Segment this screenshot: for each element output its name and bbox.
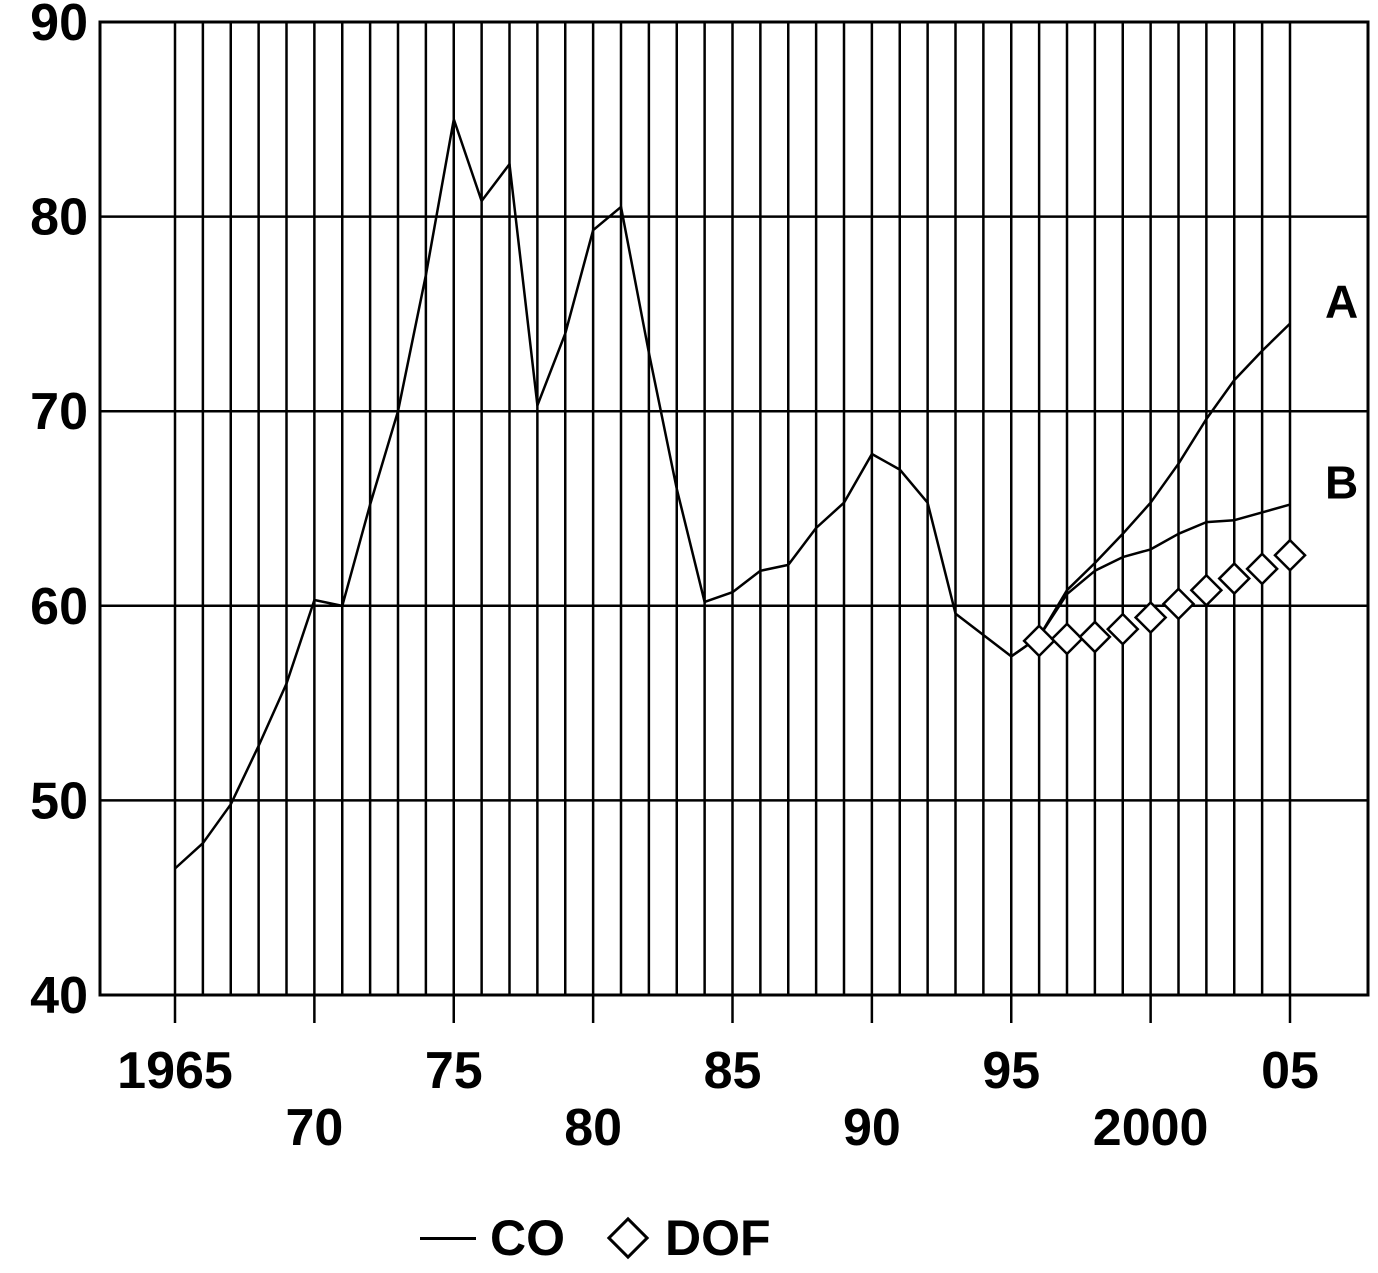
y-tick-label: 80 xyxy=(30,189,88,247)
x-tick-label: 80 xyxy=(564,1099,622,1157)
x-tick-label: 2000 xyxy=(1093,1099,1209,1157)
dof-diamond-marker xyxy=(1133,600,1168,635)
y-tick-label: 70 xyxy=(30,383,88,441)
series-label-b: B xyxy=(1325,457,1358,509)
dof-diamond-marker xyxy=(1245,552,1279,586)
series-line-a xyxy=(1010,322,1291,658)
x-tick-label: 05 xyxy=(1261,1042,1319,1100)
y-tick-label: 50 xyxy=(30,772,88,830)
dof-diamond-marker xyxy=(1078,620,1112,654)
series-end-labels: AB xyxy=(1325,276,1358,509)
plot-area-frame xyxy=(98,20,1370,997)
dof-diamond-marker xyxy=(1022,624,1056,658)
series-lines xyxy=(174,118,1291,870)
dof-diamond-marker xyxy=(1050,622,1084,656)
legend-co-line-swatch xyxy=(420,1236,476,1240)
y-axis-tick-labels: 40 50 60 70 80 90 xyxy=(30,0,88,1025)
dof-markers xyxy=(1022,538,1307,658)
vertical-gridlines xyxy=(173,22,1292,1023)
x-axis-tick-labels: 1965 70 75 80 85 90 95 2000 05 xyxy=(117,1042,1319,1157)
y-tick-label: 90 xyxy=(30,0,88,52)
series-line-co xyxy=(174,118,1013,870)
y-tick-label: 60 xyxy=(30,578,88,636)
dof-diamond-marker xyxy=(1217,561,1252,596)
x-tick-label: 1965 xyxy=(117,1042,233,1100)
legend-dof-diamond-swatch xyxy=(606,1216,650,1260)
x-tick-label: 70 xyxy=(285,1099,343,1157)
x-tick-label: 95 xyxy=(982,1042,1040,1100)
x-tick-label: 85 xyxy=(704,1042,762,1100)
x-tick-label: 90 xyxy=(843,1099,901,1157)
legend: CO DOF xyxy=(420,1208,771,1268)
y-tick-label: 40 xyxy=(30,967,88,1025)
dof-diamond-marker xyxy=(1273,538,1307,572)
dof-diamond-marker xyxy=(1105,612,1140,646)
legend-dof-label: DOF xyxy=(665,1210,771,1266)
x-tick-label: 75 xyxy=(425,1042,483,1100)
dof-diamond-marker xyxy=(1189,573,1224,607)
series-line-b xyxy=(1010,503,1291,658)
legend-co-label: CO xyxy=(490,1210,565,1266)
dof-diamond-marker xyxy=(1161,587,1196,621)
series-label-a: A xyxy=(1325,276,1358,328)
